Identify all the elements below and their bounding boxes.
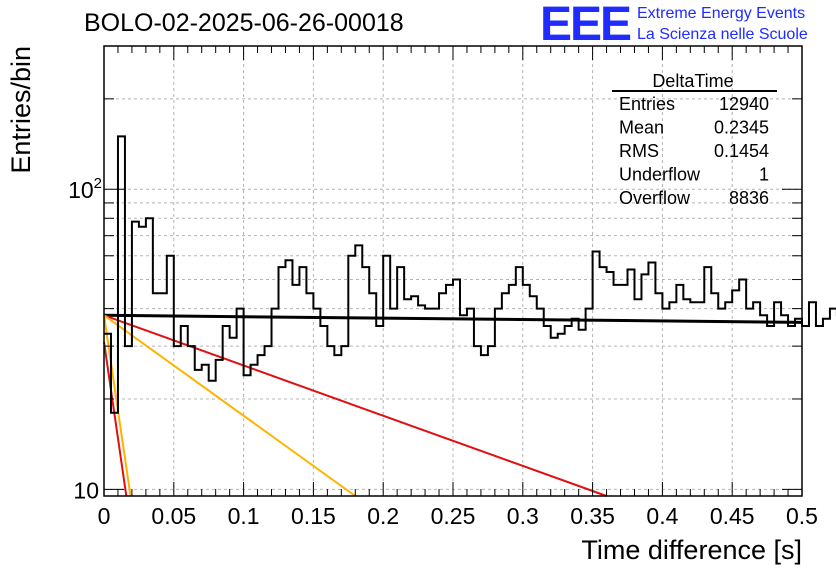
x-tick-label: 0.3	[507, 503, 539, 529]
x-tick-label: 0	[98, 503, 111, 529]
stats-rows: Entries 12940 Mean 0.2345 RMS 0.1454 Underflow…	[619, 94, 769, 208]
y-tick-label-100: 102	[68, 175, 102, 203]
stats-label-entries: Entries	[619, 94, 675, 114]
histogram	[104, 135, 836, 414]
logo-mark: EEE	[540, 0, 631, 51]
grid	[104, 45, 802, 496]
x-tick-label: 0.5	[786, 503, 818, 529]
logo-line-2: La Scienza nelle Scuole	[637, 26, 808, 43]
stats-label-underflow: Underflow	[619, 165, 701, 185]
stats-name: DeltaTime	[652, 71, 733, 91]
stats-value-underflow: 1	[759, 165, 769, 185]
stats-value-rms: 0.1454	[714, 141, 769, 161]
logo-line-1: Extreme Energy Events	[637, 5, 805, 22]
axes: 0 0.05 0.1 0.15 0.2 0.25 0.3 0.35 0.4 0.45 0.51010…	[68, 45, 818, 529]
stats-box: DeltaTime Entries 12940 Mean 0.2345 RMS 0.145…	[612, 71, 777, 208]
fit-curve-3	[103, 314, 356, 497]
stats-label-rms: RMS	[619, 141, 659, 161]
stats-label-mean: Mean	[619, 118, 664, 138]
y-tick-label-10: 10	[73, 477, 99, 503]
y-tick-base: 10	[68, 177, 94, 203]
x-tick-label: 0.25	[431, 503, 476, 529]
stats-value-overflow: 8836	[729, 188, 769, 208]
y-tick-exponent: 2	[94, 175, 102, 192]
stats-value-mean: 0.2345	[714, 118, 769, 138]
x-tick-label: 0.4	[646, 503, 678, 529]
x-tick-label: 0.2	[367, 503, 399, 529]
stats-value-entries: 12940	[719, 94, 769, 114]
x-axis-title: Time difference [s]	[581, 535, 802, 565]
chart-title: BOLO-02-2025-06-26-00018	[84, 9, 404, 37]
x-tick-label: 0.45	[710, 503, 755, 529]
plot-frame	[103, 45, 803, 497]
x-tick-label: 0.1	[228, 503, 260, 529]
fit-curve-4	[103, 341, 128, 497]
histogram-steps	[104, 135, 836, 414]
stats-label-overflow: Overflow	[619, 188, 691, 208]
y-axis-title: Entries/bin	[6, 46, 36, 174]
x-tick-label: 0.15	[291, 503, 336, 529]
eee-logo: EEE Extreme Energy Events La Scienza nel…	[540, 0, 808, 51]
x-tick-label: 0.05	[151, 503, 196, 529]
x-tick-label: 0.35	[570, 503, 615, 529]
fit-curve-1	[103, 313, 803, 324]
fit-curve-2	[103, 314, 607, 497]
